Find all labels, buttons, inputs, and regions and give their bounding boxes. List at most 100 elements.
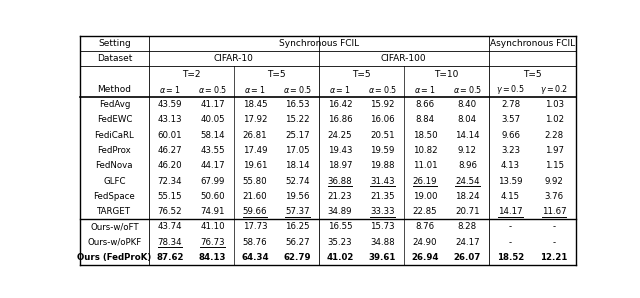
Text: 15.92: 15.92 — [370, 100, 395, 109]
Text: 2.78: 2.78 — [501, 100, 520, 109]
Text: 76.52: 76.52 — [157, 207, 182, 216]
Text: $\alpha = 1$: $\alpha = 1$ — [329, 84, 351, 95]
Text: 50.60: 50.60 — [200, 192, 225, 201]
Text: 2.28: 2.28 — [545, 131, 564, 140]
Text: 58.14: 58.14 — [200, 131, 225, 140]
Text: 1.03: 1.03 — [545, 100, 564, 109]
Text: FedNova: FedNova — [95, 161, 133, 170]
Text: 26.07: 26.07 — [454, 253, 481, 262]
Text: 1.02: 1.02 — [545, 115, 564, 124]
Text: 87.62: 87.62 — [156, 253, 184, 262]
Text: $\alpha = 0.5$: $\alpha = 0.5$ — [283, 84, 312, 95]
Text: 20.71: 20.71 — [455, 207, 480, 216]
Text: Method: Method — [97, 85, 131, 94]
Text: 13.59: 13.59 — [499, 177, 523, 186]
Text: $\alpha = 1$: $\alpha = 1$ — [414, 84, 436, 95]
Text: 55.15: 55.15 — [157, 192, 182, 201]
Text: 1.15: 1.15 — [545, 161, 564, 170]
Text: 18.14: 18.14 — [285, 161, 310, 170]
Text: 3.57: 3.57 — [501, 115, 520, 124]
Text: CIFAR-10: CIFAR-10 — [214, 54, 253, 63]
Text: 21.60: 21.60 — [243, 192, 268, 201]
Text: CIFAR-100: CIFAR-100 — [381, 54, 426, 63]
Text: 8.76: 8.76 — [415, 223, 435, 232]
Text: 24.17: 24.17 — [455, 238, 480, 247]
Text: 18.97: 18.97 — [328, 161, 352, 170]
Text: $\gamma = 0.2$: $\gamma = 0.2$ — [540, 83, 568, 96]
Text: FediCaRL: FediCaRL — [95, 131, 134, 140]
Text: 11.67: 11.67 — [542, 207, 566, 216]
Text: Asynchronous FCIL: Asynchronous FCIL — [490, 39, 575, 48]
Text: 41.02: 41.02 — [326, 253, 354, 262]
Text: 24.54: 24.54 — [455, 177, 480, 186]
Text: 8.66: 8.66 — [415, 100, 435, 109]
Text: 8.40: 8.40 — [458, 100, 477, 109]
Text: 43.13: 43.13 — [157, 115, 182, 124]
Text: $\alpha = 0.5$: $\alpha = 0.5$ — [198, 84, 227, 95]
Text: 18.24: 18.24 — [455, 192, 480, 201]
Text: 21.35: 21.35 — [370, 192, 395, 201]
Text: 62.79: 62.79 — [284, 253, 311, 262]
Text: 8.96: 8.96 — [458, 161, 477, 170]
Text: 67.99: 67.99 — [200, 177, 225, 186]
Text: 31.43: 31.43 — [370, 177, 395, 186]
Text: 34.89: 34.89 — [328, 207, 352, 216]
Text: $\alpha = 0.5$: $\alpha = 0.5$ — [453, 84, 482, 95]
Text: $\alpha = 1$: $\alpha = 1$ — [159, 84, 180, 95]
Text: 16.86: 16.86 — [328, 115, 352, 124]
Text: 34.88: 34.88 — [370, 238, 395, 247]
Text: 16.55: 16.55 — [328, 223, 352, 232]
Text: 19.56: 19.56 — [285, 192, 310, 201]
Text: T=5: T=5 — [523, 69, 541, 78]
Text: 3.76: 3.76 — [545, 192, 564, 201]
Text: T=10: T=10 — [434, 69, 458, 78]
Text: 21.23: 21.23 — [328, 192, 352, 201]
Text: 40.05: 40.05 — [200, 115, 225, 124]
Text: 52.74: 52.74 — [285, 177, 310, 186]
Text: 16.25: 16.25 — [285, 223, 310, 232]
Text: 84.13: 84.13 — [198, 253, 226, 262]
Text: FedProx: FedProx — [97, 146, 131, 155]
Text: -: - — [552, 223, 556, 232]
Text: 58.76: 58.76 — [243, 238, 268, 247]
Text: 36.88: 36.88 — [328, 177, 352, 186]
Text: Setting: Setting — [98, 39, 131, 48]
Text: 15.22: 15.22 — [285, 115, 310, 124]
Text: T=2: T=2 — [182, 69, 200, 78]
Text: 26.81: 26.81 — [243, 131, 268, 140]
Text: 46.27: 46.27 — [157, 146, 182, 155]
Text: Ours (FedProK): Ours (FedProK) — [77, 253, 152, 262]
Text: 11.01: 11.01 — [413, 161, 437, 170]
Text: 19.88: 19.88 — [370, 161, 395, 170]
Text: 33.33: 33.33 — [370, 207, 395, 216]
Text: 4.13: 4.13 — [501, 161, 520, 170]
Text: 18.52: 18.52 — [497, 253, 524, 262]
Text: 8.84: 8.84 — [415, 115, 435, 124]
Text: 24.90: 24.90 — [413, 238, 437, 247]
Text: 9.12: 9.12 — [458, 146, 477, 155]
Text: 16.42: 16.42 — [328, 100, 352, 109]
Text: 18.50: 18.50 — [413, 131, 437, 140]
Text: 3.23: 3.23 — [501, 146, 520, 155]
Text: 24.25: 24.25 — [328, 131, 352, 140]
Text: 25.17: 25.17 — [285, 131, 310, 140]
Text: 26.94: 26.94 — [411, 253, 438, 262]
Text: 10.82: 10.82 — [413, 146, 437, 155]
Text: 78.34: 78.34 — [157, 238, 182, 247]
Text: 19.00: 19.00 — [413, 192, 437, 201]
Text: FedEWC: FedEWC — [97, 115, 132, 124]
Text: -: - — [509, 223, 512, 232]
Text: 9.92: 9.92 — [545, 177, 564, 186]
Text: 46.20: 46.20 — [157, 161, 182, 170]
Text: 8.04: 8.04 — [458, 115, 477, 124]
Text: 17.05: 17.05 — [285, 146, 310, 155]
Text: 43.55: 43.55 — [200, 146, 225, 155]
Text: 12.21: 12.21 — [541, 253, 568, 262]
Text: -: - — [552, 238, 556, 247]
Text: 41.17: 41.17 — [200, 100, 225, 109]
Text: 9.66: 9.66 — [501, 131, 520, 140]
Text: T=5: T=5 — [267, 69, 285, 78]
Text: 16.53: 16.53 — [285, 100, 310, 109]
Text: 55.80: 55.80 — [243, 177, 268, 186]
Text: $\gamma = 0.5$: $\gamma = 0.5$ — [496, 83, 525, 96]
